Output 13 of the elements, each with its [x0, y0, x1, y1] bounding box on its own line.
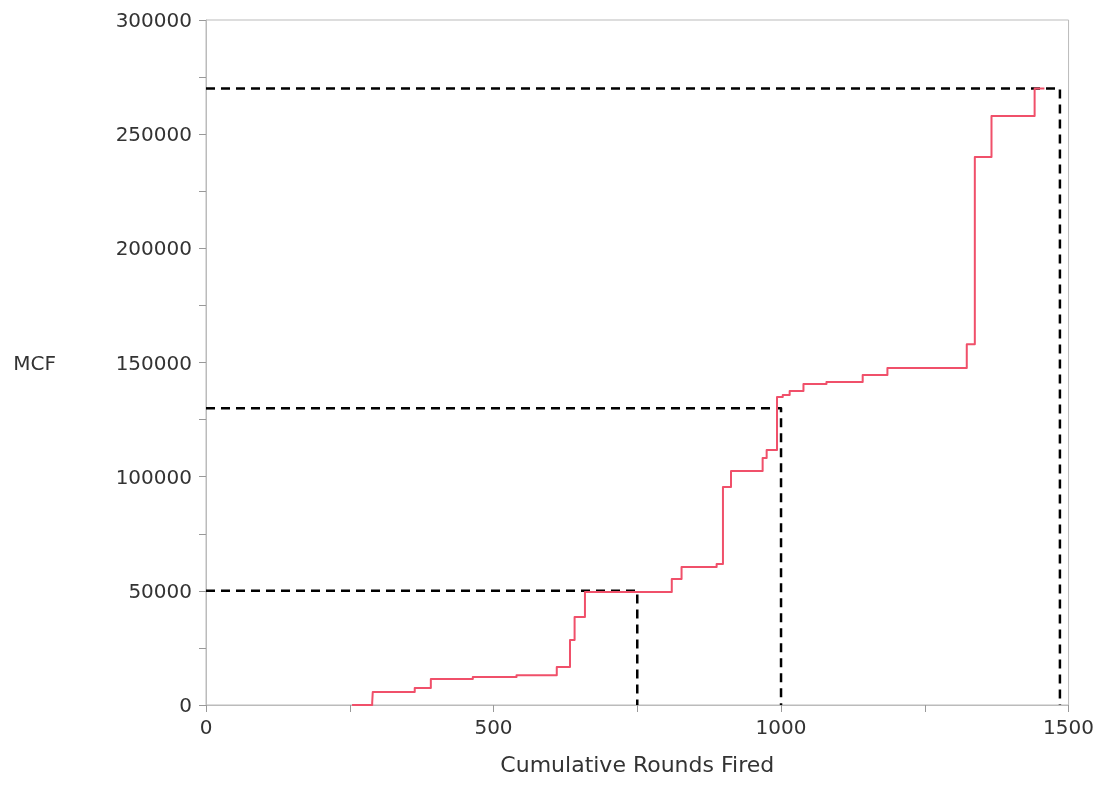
y-tick-label: 150000: [115, 350, 192, 375]
y-tick-label: 250000: [115, 122, 192, 147]
y-tick-label: 0: [179, 693, 192, 717]
x-tick-label: 1500: [1043, 715, 1094, 739]
x-tick-label: 0: [199, 715, 213, 739]
y-tick-label: 100000: [115, 464, 192, 489]
y-tick-label: 200000: [115, 236, 192, 261]
y-axis-title: MCF: [13, 350, 56, 375]
y-tick-label: 50000: [128, 578, 192, 603]
x-axis-title: Cumulative Rounds Fired: [500, 751, 775, 777]
x-tick-label: 1000: [755, 715, 807, 739]
y-tick-label: 300000: [115, 8, 192, 32]
x-tick-label: 500: [474, 715, 513, 739]
